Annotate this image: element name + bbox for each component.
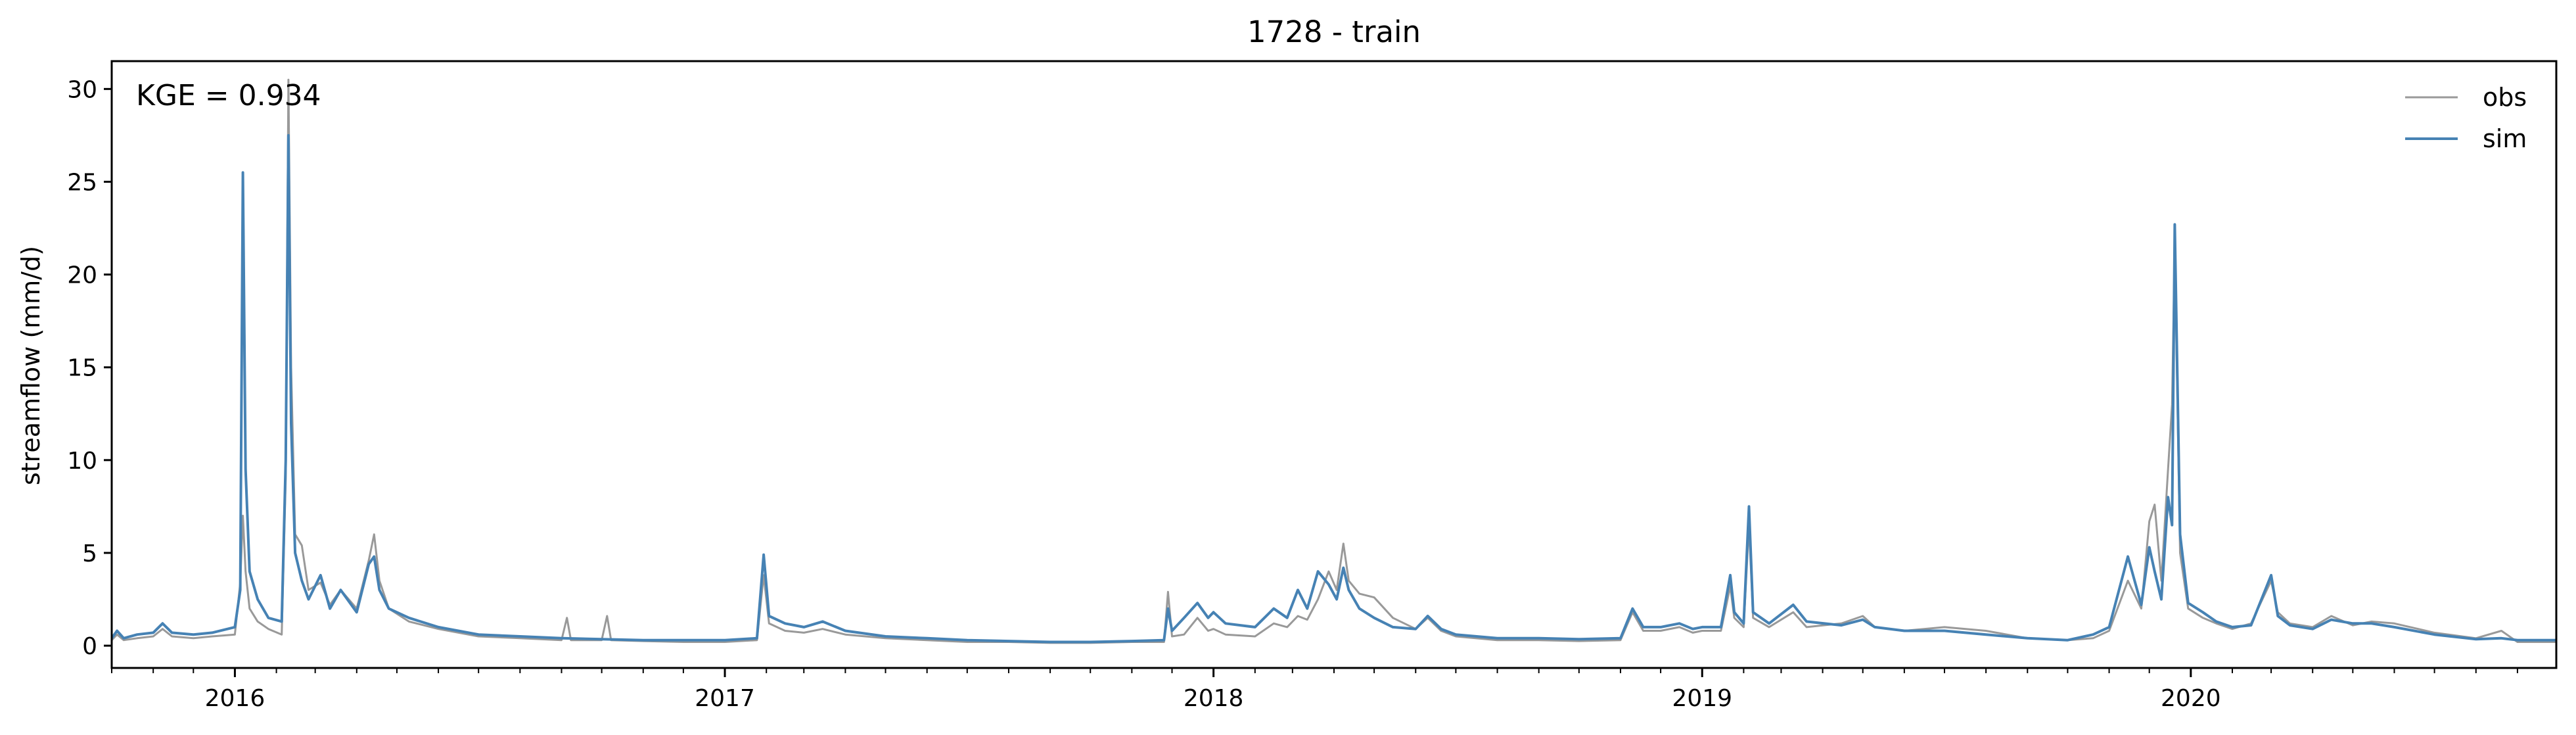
x-tick-label: 2017 (695, 685, 755, 712)
series-line-obs (110, 78, 2556, 644)
y-tick-label: 10 (67, 448, 97, 475)
legend-label-sim: sim (2483, 124, 2527, 153)
x-tick-label: 2019 (1672, 685, 1732, 712)
x-tick-label: 2016 (205, 685, 265, 712)
y-axis-label: streamflow (mm/d) (16, 246, 45, 485)
y-tick-label: 30 (67, 76, 97, 103)
legend: obs sim (2405, 83, 2527, 153)
y-tick-label: 20 (67, 262, 97, 289)
ticks-layer: 0 5 10 15 20 25 30 2016 2017 2018 2019 2020 (67, 76, 2518, 712)
chart-title: 1728 - train (1247, 14, 1421, 49)
y-tick-label: 5 (82, 540, 97, 567)
y-tick-label: 0 (82, 633, 97, 660)
y-tick-label: 15 (67, 355, 97, 382)
legend-label-obs: obs (2483, 83, 2527, 112)
series-layer (110, 78, 2556, 644)
series-line-sim (110, 133, 2556, 644)
x-tick-label: 2018 (1184, 685, 1244, 712)
x-tick-label: 2020 (2161, 685, 2221, 712)
plot-frame (110, 60, 2558, 669)
kge-annotation: KGE = 0.934 (136, 79, 321, 112)
y-tick-label: 25 (67, 169, 97, 196)
